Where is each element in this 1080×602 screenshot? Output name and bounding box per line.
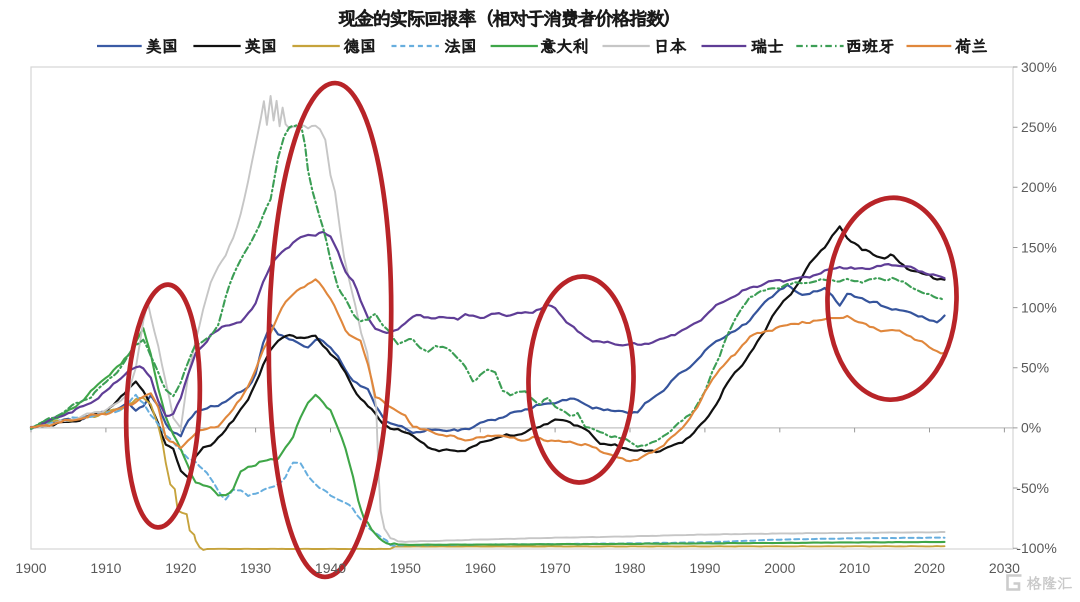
svg-text:250%: 250%	[1021, 119, 1057, 135]
svg-text:1970: 1970	[540, 560, 571, 576]
svg-text:1960: 1960	[465, 560, 496, 576]
svg-text:2020: 2020	[914, 560, 945, 576]
svg-text:100%: 100%	[1021, 299, 1057, 315]
svg-text:1930: 1930	[240, 560, 271, 576]
svg-text:1910: 1910	[90, 560, 121, 576]
svg-text:-100%: -100%	[1016, 540, 1056, 556]
svg-text:2000: 2000	[764, 560, 795, 576]
svg-text:0%: 0%	[1021, 420, 1041, 436]
svg-text:1950: 1950	[390, 560, 421, 576]
svg-text:50%: 50%	[1021, 360, 1049, 376]
svg-text:1990: 1990	[689, 560, 720, 576]
svg-text:150%: 150%	[1021, 239, 1057, 255]
svg-text:300%: 300%	[1021, 59, 1057, 75]
svg-text:1940: 1940	[315, 560, 346, 576]
svg-text:1980: 1980	[614, 560, 645, 576]
svg-text:1920: 1920	[165, 560, 196, 576]
svg-text:200%: 200%	[1021, 179, 1057, 195]
svg-text:-50%: -50%	[1016, 480, 1049, 496]
svg-text:2030: 2030	[989, 560, 1020, 576]
svg-text:1900: 1900	[15, 560, 46, 576]
svg-text:2010: 2010	[839, 560, 870, 576]
